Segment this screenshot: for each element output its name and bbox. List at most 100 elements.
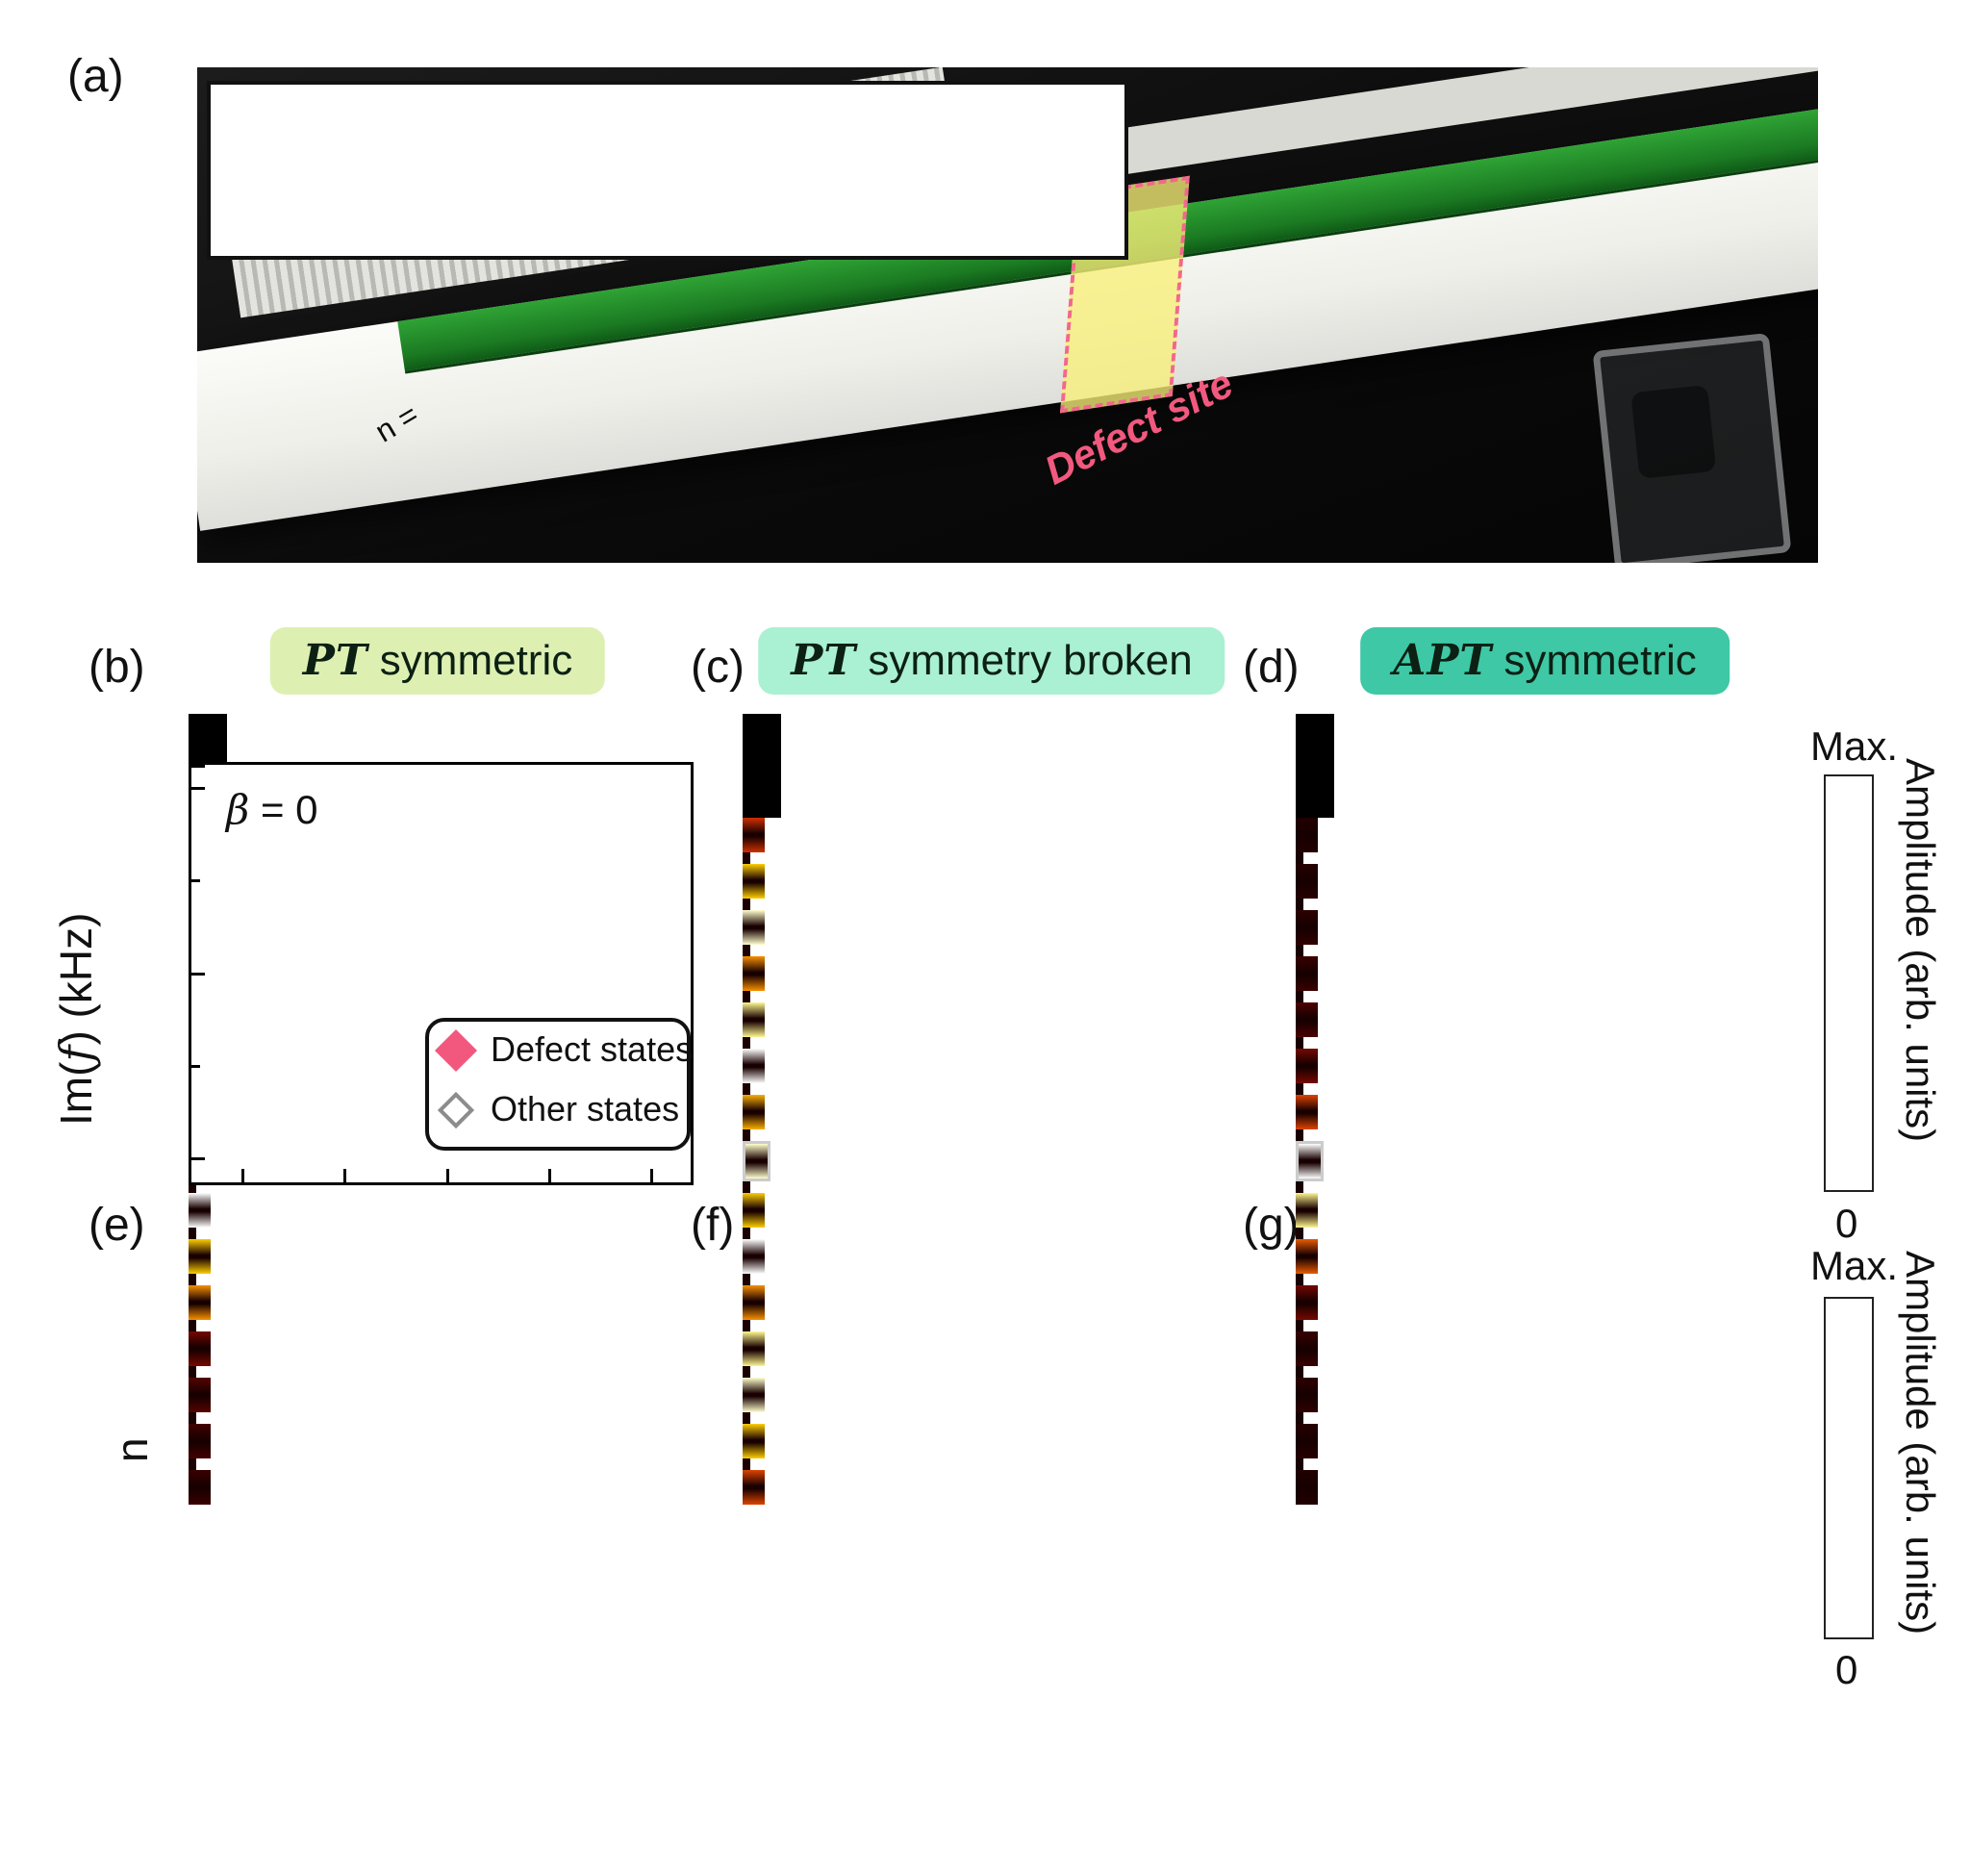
other-diamond-icon <box>437 1091 475 1129</box>
strip-cell <box>1296 910 1319 945</box>
strip-link <box>1296 1083 1303 1095</box>
strip-link <box>189 1274 196 1285</box>
strip-link <box>743 899 750 910</box>
strip-cell <box>743 1193 766 1228</box>
strip-link <box>189 1366 196 1378</box>
x-tick <box>547 1169 551 1182</box>
strip-link <box>189 1228 196 1239</box>
strip-link <box>189 1320 196 1331</box>
strip-end-block <box>743 714 781 766</box>
strip-cell <box>1296 1049 1319 1083</box>
strip-cell <box>189 1470 212 1505</box>
strip-cell <box>1296 1424 1319 1458</box>
lattice-diagram <box>211 85 1117 248</box>
strip-link <box>189 1412 196 1424</box>
strip-link <box>743 1366 750 1378</box>
strip-cell <box>189 1285 212 1320</box>
strip-cell <box>743 1470 766 1505</box>
strip-link <box>1296 1129 1303 1141</box>
hot-cbar-max: Max. <box>1810 723 1899 769</box>
strip-link <box>1296 1412 1303 1424</box>
y-minor-tick <box>191 1064 200 1068</box>
panel-f-label: (f) <box>691 1200 735 1251</box>
strip-end-block <box>1296 714 1334 766</box>
x-tick <box>240 1169 244 1182</box>
panel-e-label: (e) <box>88 1200 145 1251</box>
strip-cell <box>189 1239 212 1274</box>
strip-link <box>743 1037 750 1049</box>
panel-c-label: (c) <box>691 642 745 693</box>
strip-link <box>1296 899 1303 910</box>
mode-profile-strip-c <box>743 714 1242 1505</box>
legend-box: Defect states Other states <box>425 1018 693 1151</box>
strip-cell <box>189 1193 212 1228</box>
strip-cell <box>1296 1141 1325 1181</box>
strip-link <box>1296 1458 1303 1470</box>
strip-cell <box>743 1141 771 1181</box>
strip-cell <box>743 1424 766 1458</box>
strip-link <box>743 991 750 1002</box>
mode-profile-strip-d <box>1296 714 1795 1505</box>
strip-link <box>743 852 750 864</box>
panel-b-label: (b) <box>88 642 145 693</box>
hot-cbar-zero: 0 <box>1835 1201 1858 1246</box>
y-minor-tick <box>191 879 200 883</box>
strip-link <box>1296 1274 1303 1285</box>
strip-cell <box>743 1049 766 1083</box>
strip-end-block <box>1296 766 1334 818</box>
y-tick <box>191 765 205 768</box>
strip-link <box>1296 1037 1303 1049</box>
strip-cell <box>743 1095 766 1129</box>
y-tick <box>191 786 205 790</box>
strip-link <box>1296 852 1303 864</box>
panel-d-label: (d) <box>1243 642 1300 693</box>
x-tick <box>445 1169 449 1182</box>
strip-cell <box>1296 1285 1319 1320</box>
strip-link <box>189 1181 196 1193</box>
strip-link <box>743 1458 750 1470</box>
hot-colorbar <box>1824 774 1874 1192</box>
strip-cell <box>1296 1239 1319 1274</box>
div-cbar-label: Amplitude (arb. units) <box>1898 1251 1943 1635</box>
strip-link <box>189 1458 196 1470</box>
strip-cell <box>189 1378 212 1412</box>
header-apt-symmetric: APT symmetric <box>1360 627 1730 695</box>
strip-cell <box>1296 864 1319 899</box>
strip-cell <box>743 818 766 852</box>
header-pt-symmetric: PT symmetric <box>269 627 606 695</box>
legend-defect-states: Defect states <box>435 1029 693 1072</box>
defect-diamond-icon <box>435 1029 477 1072</box>
hot-cbar-label: Amplitude (arb. units) <box>1898 758 1943 1143</box>
beta-label: β = 0 <box>226 786 318 833</box>
strip-link <box>1296 991 1303 1002</box>
strip-cell <box>1296 1470 1319 1505</box>
strip-link <box>743 1274 750 1285</box>
strip-cell <box>743 1002 766 1037</box>
n-axis-label: n <box>107 1437 157 1462</box>
strip-cell <box>743 910 766 945</box>
strip-link <box>743 1228 750 1239</box>
strip-link <box>1296 1366 1303 1378</box>
header-pt-broken: PT symmetry broken <box>758 627 1225 695</box>
strip-cell <box>743 864 766 899</box>
strip-end-block <box>189 714 227 766</box>
div-cbar-max: Max. <box>1810 1243 1899 1288</box>
strip-cell <box>189 1331 212 1366</box>
strip-link <box>743 945 750 956</box>
strip-link <box>743 1083 750 1095</box>
strip-link <box>743 1412 750 1424</box>
strip-link <box>743 1181 750 1193</box>
im-f-axis-label: Im(f) (kHz) <box>50 912 102 1126</box>
strip-end-block <box>743 766 781 818</box>
strip-link <box>1296 1228 1303 1239</box>
lattice-model-inset <box>207 81 1128 260</box>
diverging-colorbar <box>1824 1297 1874 1639</box>
strip-link <box>1296 945 1303 956</box>
strip-cell <box>1296 1193 1319 1228</box>
strip-cell <box>1296 1378 1319 1412</box>
strip-link <box>743 1129 750 1141</box>
strip-cell <box>1296 818 1319 852</box>
x-tick <box>650 1169 654 1182</box>
acrylic-stand <box>1592 333 1792 563</box>
